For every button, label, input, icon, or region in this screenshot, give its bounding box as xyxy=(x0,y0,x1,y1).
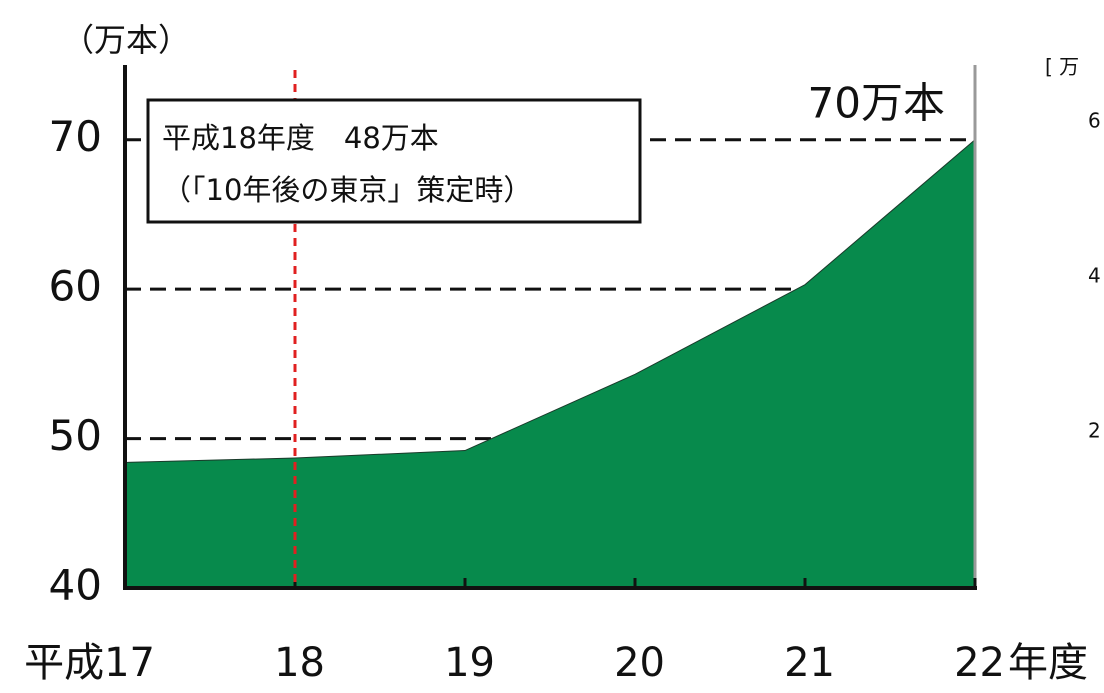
cropped-tick: 6 xyxy=(1088,109,1101,133)
annotation-text: 平成18年度 48万本 xyxy=(162,121,439,155)
y-unit-label: （万本） xyxy=(62,21,190,59)
y-tick-label: 40 xyxy=(49,561,102,610)
cropped-tick: 2 xyxy=(1088,419,1101,443)
annotation-text: （「10年後の東京」策定時） xyxy=(162,173,532,207)
x-tick-label: 21 xyxy=(784,640,835,686)
x-tick-label: 20 xyxy=(614,640,665,686)
y-tick-label: 60 xyxy=(49,262,102,311)
annotation-box xyxy=(146,98,642,224)
x-tick-label: 19 xyxy=(444,640,495,686)
x-tick-label: 平成17 xyxy=(24,640,155,686)
y-tick-label: 70 xyxy=(49,112,102,161)
x-tick-label: 22 xyxy=(954,640,1005,686)
cropped-unit: [ 万 xyxy=(1045,55,1079,79)
x-unit-label: 年度 xyxy=(1008,640,1088,686)
y-tick-label: 50 xyxy=(49,411,102,460)
end-label: 70万本 xyxy=(808,79,945,128)
x-tick-label: 18 xyxy=(274,640,325,686)
cropped-tick: 4 xyxy=(1088,264,1101,288)
